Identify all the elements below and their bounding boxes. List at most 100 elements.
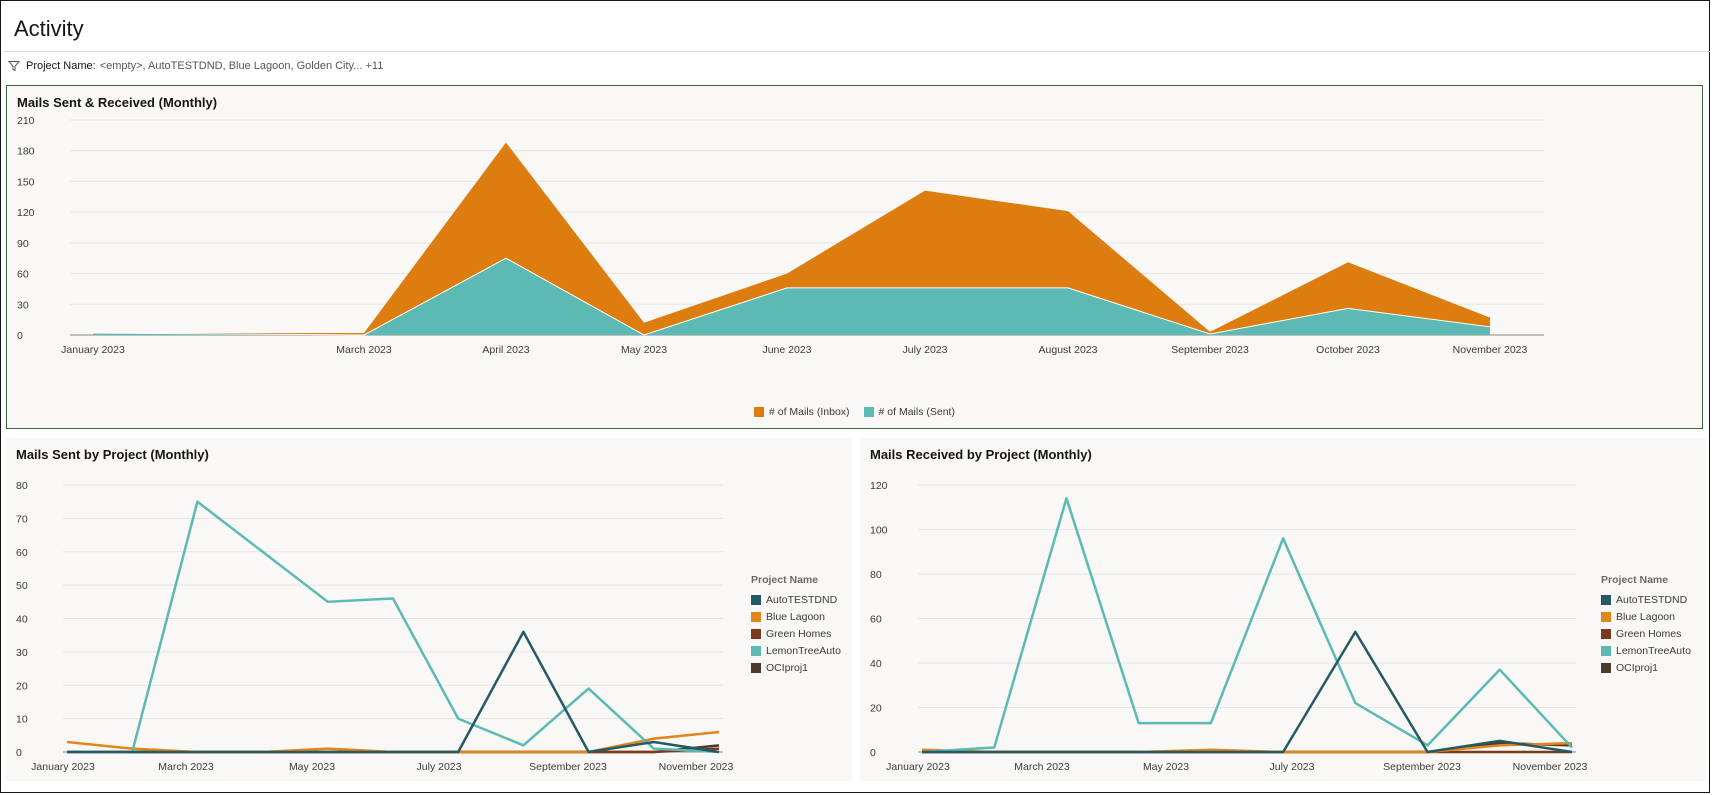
x-tick-label: October 2023 <box>1316 344 1380 356</box>
legend-label: # of Mails (Inbox) <box>769 406 850 418</box>
legend-item-blue-lagoon[interactable]: Blue Lagoon <box>1601 611 1691 623</box>
legend-item-lemontreeauto[interactable]: LemonTreeAuto <box>751 645 841 657</box>
y-tick-label: 90 <box>17 238 29 250</box>
legend-swatch <box>751 629 761 639</box>
y-tick-label: 0 <box>870 747 876 759</box>
filter-bar[interactable]: Project Name: <empty>, AutoTESTDND, Blue… <box>8 58 383 74</box>
y-tick-label: 120 <box>870 480 888 492</box>
y-tick-label: 70 <box>16 513 28 525</box>
x-tick-label: September 2023 <box>529 761 607 773</box>
chart-legend: Project Name AutoTESTDND Blue Lagoon Green … <box>751 574 841 679</box>
x-tick-label: January 2023 <box>31 761 95 773</box>
filter-value[interactable]: <empty>, AutoTESTDND, Blue Lagoon, Golde… <box>99 60 384 72</box>
filter-icon[interactable] <box>8 60 20 72</box>
x-tick-label: July 2023 <box>1270 761 1315 773</box>
legend-title: Project Name <box>1601 574 1669 586</box>
x-tick-label: April 2023 <box>482 344 529 356</box>
legend-swatch <box>754 407 764 417</box>
line-chart[interactable]: 0 20 40 60 80 100 120 January 2023 March 2023 May… <box>860 438 1706 781</box>
legend-swatch <box>1601 612 1611 622</box>
x-tick-label: January 2023 <box>886 761 950 773</box>
y-tick-label: 0 <box>17 330 23 342</box>
y-tick-label: 180 <box>17 146 35 158</box>
line-series-autotestdnd <box>922 630 1573 754</box>
legend-item-blue-lagoon[interactable]: Blue Lagoon <box>751 611 841 623</box>
legend-item-autotestdnd[interactable]: AutoTESTDND <box>751 594 841 606</box>
legend-swatch <box>751 595 761 605</box>
chart-panel-mails-sent-received[interactable]: Mails Sent & Received (Monthly) 0 30 60 90 1… <box>6 85 1703 429</box>
y-tick-label: 120 <box>17 207 35 219</box>
y-tick-label: 40 <box>16 614 28 626</box>
legend-swatch <box>751 646 761 656</box>
x-tick-label: July 2023 <box>903 344 948 356</box>
area-series-sent <box>93 258 1490 335</box>
legend-item-sent[interactable]: # of Mails (Sent) <box>863 406 955 418</box>
chart-legend: # of Mails (Inbox) # of Mails (Sent) <box>7 406 1702 418</box>
y-tick-label: 0 <box>16 747 22 759</box>
page-title: Activity <box>14 16 84 41</box>
y-tick-label: 30 <box>17 299 29 311</box>
legend-swatch <box>1601 646 1611 656</box>
legend-item-green-homes[interactable]: Green Homes <box>751 628 841 640</box>
legend-swatch <box>1601 629 1611 639</box>
chart-title: Mails Received by Project (Monthly) <box>870 447 1092 462</box>
y-tick-label: 60 <box>870 614 882 626</box>
legend-swatch <box>751 663 761 673</box>
line-series-lemontreeauto <box>921 497 1573 754</box>
y-tick-label: 210 <box>17 115 35 127</box>
y-tick-label: 100 <box>870 525 888 537</box>
legend-label: Blue Lagoon <box>1616 611 1675 623</box>
chart-panel-mails-received-by-project[interactable]: Mails Received by Project (Monthly) 0 20 4… <box>860 438 1706 781</box>
y-tick-label: 40 <box>870 658 882 670</box>
legend-swatch <box>751 612 761 622</box>
x-tick-label: August 2023 <box>1039 344 1098 356</box>
legend-label: Blue Lagoon <box>766 611 825 623</box>
y-tick-label: 60 <box>17 269 29 281</box>
line-series-autotestdnd <box>67 630 720 754</box>
legend-item-green-homes[interactable]: Green Homes <box>1601 628 1691 640</box>
x-tick-label: September 2023 <box>1171 344 1249 356</box>
legend-label: LemonTreeAuto <box>1616 645 1691 657</box>
legend-item-inbox[interactable]: # of Mails (Inbox) <box>754 406 850 418</box>
legend-item-ociproj1[interactable]: OCIproj1 <box>1601 662 1691 674</box>
line-series-lemontreeauto <box>67 500 720 754</box>
x-tick-label: November 2023 <box>1453 344 1528 356</box>
legend-label: Green Homes <box>1616 628 1682 640</box>
y-tick-label: 10 <box>16 714 28 726</box>
title-divider <box>4 51 1710 52</box>
x-tick-label: September 2023 <box>1383 761 1461 773</box>
chart-title: Mails Sent & Received (Monthly) <box>17 95 218 110</box>
line-chart[interactable]: 0 10 20 30 40 50 60 70 80 January 2023 March 2023 M… <box>6 438 852 781</box>
legend-item-lemontreeauto[interactable]: LemonTreeAuto <box>1601 645 1691 657</box>
x-tick-label: March 2023 <box>158 761 214 773</box>
legend-item-ociproj1[interactable]: OCIproj1 <box>751 662 841 674</box>
y-tick-label: 150 <box>17 176 35 188</box>
x-tick-label: May 2023 <box>289 761 335 773</box>
legend-item-autotestdnd[interactable]: AutoTESTDND <box>1601 594 1691 606</box>
area-chart[interactable]: 0 30 60 90 120 150 180 210 January 2023 March 202… <box>7 86 1704 430</box>
chart-panel-mails-sent-by-project[interactable]: Mails Sent by Project (Monthly) 0 10 20 30 4… <box>6 438 852 781</box>
legend-label: AutoTESTDND <box>766 594 838 606</box>
x-tick-label: May 2023 <box>1143 761 1189 773</box>
legend-swatch <box>1601 595 1611 605</box>
y-tick-label: 50 <box>16 580 28 592</box>
x-tick-label: November 2023 <box>659 761 734 773</box>
legend-swatch <box>1601 663 1611 673</box>
x-tick-label: May 2023 <box>621 344 667 356</box>
line-series-blue-lagoon <box>66 730 720 754</box>
legend-label: OCIproj1 <box>1616 662 1659 674</box>
y-tick-label: 20 <box>16 680 28 692</box>
area-series-sent-edge <box>92 257 1491 336</box>
y-tick-label: 60 <box>16 547 28 559</box>
y-tick-label: 80 <box>16 480 28 492</box>
y-tick-label: 80 <box>870 569 882 581</box>
legend-label: OCIproj1 <box>766 662 809 674</box>
x-tick-label: June 2023 <box>762 344 811 356</box>
chart-legend: Project Name AutoTESTDND Blue Lagoon Green … <box>1601 574 1691 679</box>
x-tick-label: March 2023 <box>1014 761 1070 773</box>
legend-label: LemonTreeAuto <box>766 645 841 657</box>
y-tick-label: 20 <box>870 703 882 715</box>
y-tick-label: 30 <box>16 647 28 659</box>
legend-label: AutoTESTDND <box>1616 594 1688 606</box>
